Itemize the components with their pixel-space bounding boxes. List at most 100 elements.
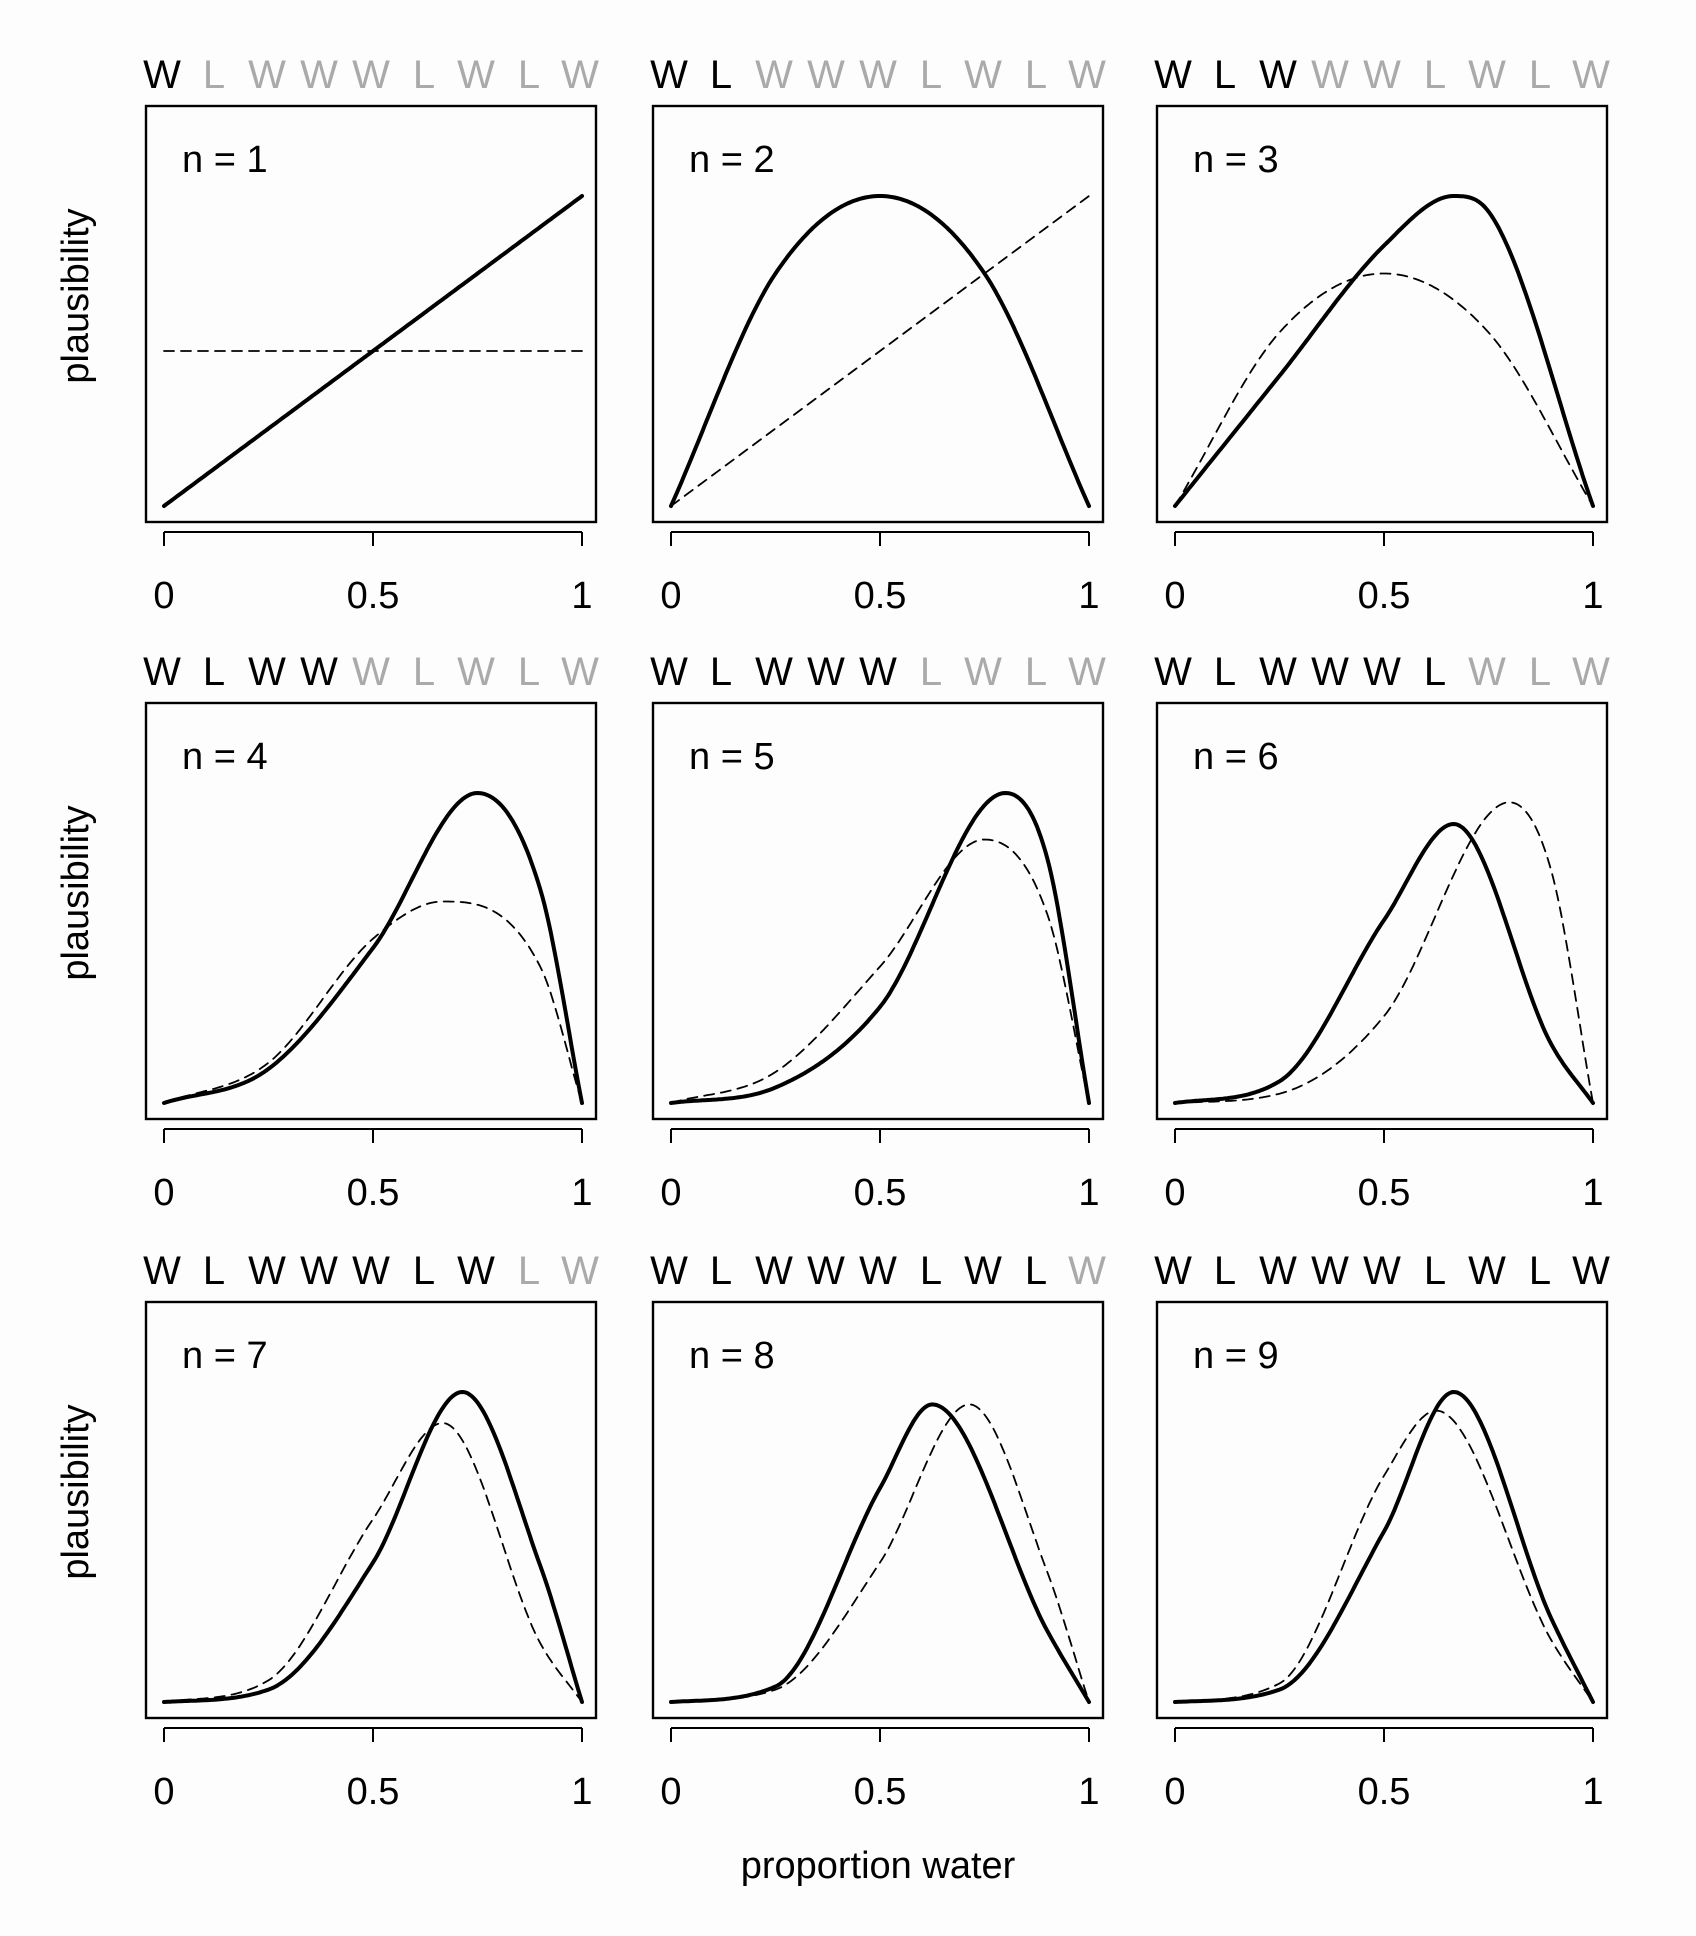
panel-3-sequence-letter-9: W xyxy=(1572,53,1610,97)
panel-1-sequence-letter-3: W xyxy=(248,53,286,97)
panel-3-posterior-curve xyxy=(1173,194,1595,508)
panel-9-n-label: n = 9 xyxy=(1193,1335,1279,1377)
panel-2-sequence-letter-7: W xyxy=(964,53,1002,97)
panel-2-sequence-letter-5: W xyxy=(859,53,897,97)
panel-4-sequence-letter-1: W xyxy=(143,650,181,694)
panel-9-x-tick-label-1: 0 xyxy=(1164,1771,1185,1813)
panel-6-sequence-letter-4: W xyxy=(1311,650,1349,694)
panel-1-frame xyxy=(144,104,598,524)
panel-9-x-tick-label-2: 0.5 xyxy=(1358,1771,1411,1813)
panel-3-sequence-letter-4: W xyxy=(1311,53,1349,97)
panel-9-sequence-letter-7: W xyxy=(1468,1249,1506,1293)
panel-7-sequence-letter-1: W xyxy=(143,1249,181,1293)
panel-4-x-tick-label-2: 0.5 xyxy=(347,1172,400,1214)
panel-4-sequence-letter-4: W xyxy=(300,650,338,694)
panel-8-x-tick-label-1: 0 xyxy=(660,1771,681,1813)
panel-6-sequence-letter-8: L xyxy=(1529,650,1551,694)
panel-5-sequence-letter-7: W xyxy=(964,650,1002,694)
panel-5-sequence-letter-9: W xyxy=(1068,650,1106,694)
panel-9-sequence-letter-2: L xyxy=(1214,1249,1236,1293)
panel-6-sequence-letter-9: W xyxy=(1572,650,1610,694)
panel-6-sequence-letter-5: W xyxy=(1363,650,1401,694)
panel-4-frame xyxy=(144,701,598,1121)
panel-3-sequence-letter-5: W xyxy=(1363,53,1401,97)
panel-8-sequence-letter-3: W xyxy=(755,1249,793,1293)
panel-2-sequence-letter-6: L xyxy=(920,53,942,97)
panel-1-n-label: n = 1 xyxy=(182,139,268,181)
panel-1-y-axis-label: plausibility xyxy=(55,208,97,383)
panel-1-sequence-letter-1: W xyxy=(143,53,181,97)
panel-7-sequence-letter-7: W xyxy=(457,1249,495,1293)
panel-7-n-label: n = 7 xyxy=(182,1335,268,1377)
panel-3-x-tick-label-3: 1 xyxy=(1582,575,1603,617)
panel-7-y-axis-label: plausibility xyxy=(55,1404,97,1579)
panel-5-x-tick-label-3: 1 xyxy=(1078,1172,1099,1214)
panel-6-n-label: n = 6 xyxy=(1193,736,1279,778)
panel-3-sequence-letter-7: W xyxy=(1468,53,1506,97)
panel-9-prior-curve xyxy=(1174,1409,1594,1703)
panel-4-sequence-letter-6: L xyxy=(413,650,435,694)
panel-5-posterior-curve xyxy=(669,791,1091,1105)
panel-7-x-tick-label-1: 0 xyxy=(153,1771,174,1813)
panel-3-n-label: n = 3 xyxy=(1193,139,1279,181)
panel-7-posterior-curve xyxy=(162,1390,584,1704)
panel-3-sequence-letter-1: W xyxy=(1154,53,1192,97)
panel-4-sequence-letter-5: W xyxy=(352,650,390,694)
panel-1-sequence-letter-9: W xyxy=(561,53,599,97)
panel-8-x-tick-label-2: 0.5 xyxy=(854,1771,907,1813)
panel-4-n-label: n = 4 xyxy=(182,736,268,778)
panel-8-sequence-letter-8: L xyxy=(1025,1249,1047,1293)
panel-3-x-tick-label-1: 0 xyxy=(1164,575,1185,617)
panel-7-x-tick-label-3: 1 xyxy=(571,1771,592,1813)
panel-1-sequence-letter-7: W xyxy=(457,53,495,97)
panel-6-x-tick-label-1: 0 xyxy=(1164,1172,1185,1214)
panel-5-sequence-letter-5: W xyxy=(859,650,897,694)
panel-7-sequence-letter-4: W xyxy=(300,1249,338,1293)
panel-6-x-tick-label-3: 1 xyxy=(1582,1172,1603,1214)
panel-5-sequence-letter-6: L xyxy=(920,650,942,694)
panel-9-sequence-letter-4: W xyxy=(1311,1249,1349,1293)
panel-6-sequence-letter-1: W xyxy=(1154,650,1192,694)
panel-2-x-tick-label-2: 0.5 xyxy=(854,575,907,617)
panel-8-sequence-letter-9: W xyxy=(1068,1249,1106,1293)
panel-2-frame xyxy=(651,104,1105,524)
panel-5-frame xyxy=(651,701,1105,1121)
panel-4-sequence-letter-3: W xyxy=(248,650,286,694)
panel-1-x-tick-label-1: 0 xyxy=(153,575,174,617)
panel-8-x-tick-label-3: 1 xyxy=(1078,1771,1099,1813)
panel-5-sequence-letter-8: L xyxy=(1025,650,1047,694)
panel-9-frame xyxy=(1155,1300,1609,1720)
panel-2-sequence-letter-9: W xyxy=(1068,53,1106,97)
panel-4-x-tick-label-3: 1 xyxy=(571,1172,592,1214)
panel-2-prior-curve xyxy=(670,195,1090,507)
panel-5-sequence-letter-4: W xyxy=(807,650,845,694)
panel-6-sequence-letter-7: W xyxy=(1468,650,1506,694)
panel-9-sequence-letter-6: L xyxy=(1424,1249,1446,1293)
panel-6-posterior-curve xyxy=(1173,822,1595,1105)
panel-2-x-tick-label-3: 1 xyxy=(1078,575,1099,617)
panel-5-x-tick-label-1: 0 xyxy=(660,1172,681,1214)
panel-3-frame xyxy=(1155,104,1609,524)
panel-7-sequence-letter-5: W xyxy=(352,1249,390,1293)
panel-9-x-tick-label-3: 1 xyxy=(1582,1771,1603,1813)
panel-8-sequence-letter-6: L xyxy=(920,1249,942,1293)
panel-5-n-label: n = 5 xyxy=(689,736,775,778)
panel-4-y-axis-label: plausibility xyxy=(55,805,97,980)
panel-7-sequence-letter-9: W xyxy=(561,1249,599,1293)
panel-1-sequence-letter-2: L xyxy=(203,53,225,97)
panel-4-prior-curve xyxy=(163,900,583,1104)
panel-8-frame xyxy=(651,1300,1105,1720)
panel-3-prior-curve xyxy=(1174,272,1594,507)
panel-8-prior-curve xyxy=(670,1403,1090,1703)
panel-7-x-tick-label-2: 0.5 xyxy=(347,1771,400,1813)
panel-6-prior-curve xyxy=(1174,801,1594,1104)
panel-4-sequence-letter-8: L xyxy=(518,650,540,694)
panel-8-x-axis-label: proportion water xyxy=(741,1845,1016,1887)
panel-1-sequence-letter-6: L xyxy=(413,53,435,97)
panel-3-x-tick-label-2: 0.5 xyxy=(1358,575,1411,617)
panel-3-sequence-letter-2: L xyxy=(1214,53,1236,97)
panel-9-sequence-letter-3: W xyxy=(1259,1249,1297,1293)
panel-2-sequence-letter-4: W xyxy=(807,53,845,97)
panel-3-sequence-letter-6: L xyxy=(1424,53,1446,97)
panel-4-sequence-letter-7: W xyxy=(457,650,495,694)
